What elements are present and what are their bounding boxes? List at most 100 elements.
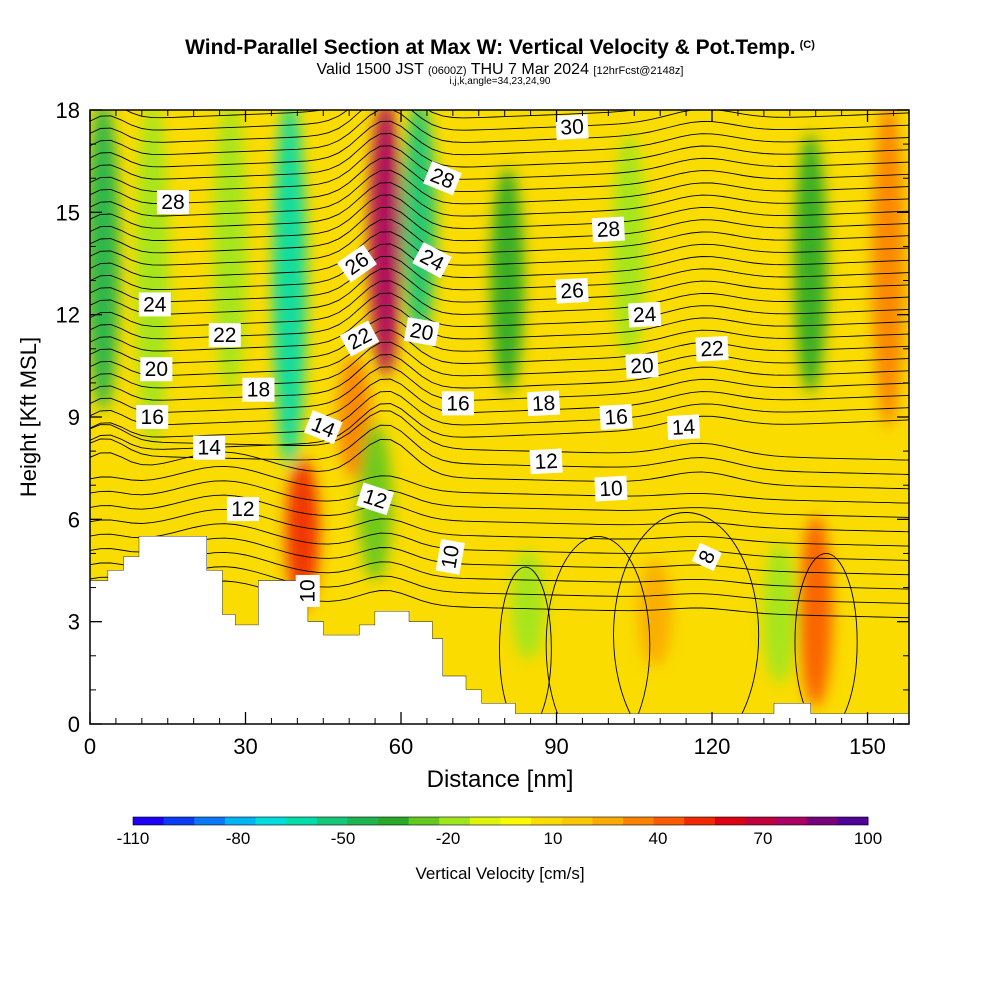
contour-label-text: 22 <box>700 337 725 361</box>
isentrope-closed <box>613 512 760 724</box>
contour-label: 8 <box>691 542 722 571</box>
colorbar-segment <box>776 817 808 825</box>
contour-label-text: 16 <box>604 405 629 429</box>
isentrope <box>90 354 909 401</box>
isentrope <box>90 110 909 143</box>
colorbar-segment <box>806 817 838 825</box>
contour-label: 24 <box>628 301 662 328</box>
colorbar-tick-label: 70 <box>754 829 773 848</box>
colorbar-segment <box>745 817 777 825</box>
contour-label-bg <box>140 357 173 382</box>
colorbar-segment <box>163 817 195 825</box>
contour-label: 22 <box>695 335 729 362</box>
colorbar-segment <box>561 817 593 825</box>
y-tick-label: 6 <box>68 507 80 532</box>
colorbar-segment <box>408 817 440 825</box>
contour-label-text: 14 <box>671 416 696 440</box>
contour-label-bg <box>412 241 452 279</box>
colorbar-tick-label: -20 <box>436 829 461 848</box>
velocity-column <box>793 134 828 393</box>
contour-label-bg <box>242 377 275 402</box>
colorbar-frame <box>132 816 869 826</box>
colorbar-segment <box>347 817 379 825</box>
colorbar-segment <box>255 817 287 825</box>
isentrope <box>90 182 909 229</box>
colorbar-tick-label: 10 <box>544 829 563 848</box>
utc-time: (0600Z) <box>428 65 467 77</box>
contour-label-bg <box>591 216 625 243</box>
contour-label-bg <box>529 448 563 475</box>
x-tick-label: 150 <box>849 734 886 759</box>
contour-label-bg <box>555 277 589 304</box>
colorbar: -110 -80 -50 -20 10 40 70 100 <box>117 816 882 848</box>
colorbar-segment <box>653 817 685 825</box>
isentrope <box>90 439 909 490</box>
isentrope <box>90 580 909 619</box>
contour-label: 26 <box>555 277 589 304</box>
contour-label-text: 28 <box>161 191 184 214</box>
chart-title: Wind-Parallel Section at Max W: Vertical… <box>185 36 815 59</box>
contour-label-text: 30 <box>560 115 585 139</box>
contour-label: 28 <box>156 190 189 215</box>
contour-label-text: 12 <box>534 450 559 474</box>
contour-label-text: 22 <box>213 324 236 347</box>
isentropes <box>90 110 909 724</box>
isentrope <box>90 366 909 413</box>
contour-label-text: 10 <box>437 543 464 570</box>
contour-label-text: 14 <box>198 437 222 460</box>
y-tick-label: 3 <box>68 610 80 635</box>
velocity-column <box>135 110 169 445</box>
velocity-column <box>368 110 403 376</box>
contour-label-bg <box>208 323 241 348</box>
contour-label: 10 <box>594 475 628 502</box>
isentrope <box>90 110 909 156</box>
x-tick-label: 90 <box>544 734 568 759</box>
isentrope <box>90 403 909 450</box>
isentrope <box>90 169 909 217</box>
contour-label: 16 <box>136 405 169 429</box>
contour-label-text: 20 <box>408 319 435 346</box>
colorbar-segment <box>531 817 563 825</box>
isentrope <box>90 304 909 352</box>
isentrope-closed <box>545 535 651 724</box>
contour-label: 12 <box>226 497 259 522</box>
isentrope <box>90 218 909 266</box>
colorbar-segment <box>286 817 318 825</box>
y-tick-label: 15 <box>56 200 80 225</box>
x-tick-label: 60 <box>389 734 413 759</box>
velocity-column <box>612 134 646 359</box>
contour-label-bg <box>138 292 171 317</box>
chart-subtitle: Valid 1500 JST (0600Z) THU 7 Mar 2024 [1… <box>0 61 1000 79</box>
y-tick-label: 0 <box>68 712 80 737</box>
plot-area <box>90 110 909 724</box>
isentrope <box>90 194 909 241</box>
colorbar-segment <box>623 817 655 825</box>
contour-label-bg <box>403 317 440 347</box>
contour-label-bg <box>226 497 259 522</box>
contour-label-bg <box>303 410 343 445</box>
x-tick-label: 0 <box>84 734 96 759</box>
contour-label: 18 <box>526 390 561 417</box>
velocity-column <box>337 355 371 479</box>
contour-label: 10 <box>435 539 465 575</box>
velocity-column <box>799 516 833 707</box>
contour-label-bg <box>691 542 722 571</box>
isentrope <box>90 329 909 377</box>
contour-label: 20 <box>403 317 440 347</box>
contour-label-bg <box>156 190 189 215</box>
colorbar-segment <box>469 817 501 825</box>
colorbar-tick-label: 100 <box>854 829 882 848</box>
contour-label-text: 28 <box>596 218 621 242</box>
y-tick-label: 9 <box>68 405 80 430</box>
isentrope <box>90 566 909 604</box>
isentrope <box>90 206 909 254</box>
contour-label-text: 24 <box>632 303 657 327</box>
isentrope <box>90 110 638 131</box>
velocity-column <box>285 458 320 608</box>
colorbar-segment <box>224 817 256 825</box>
title-suffix: (C) <box>799 39 815 51</box>
contour-label: 30 <box>555 114 589 140</box>
axes: 0 30 60 90 120 150 0 3 6 9 12 15 18 <box>56 98 909 759</box>
isentrope-closed <box>794 553 858 724</box>
